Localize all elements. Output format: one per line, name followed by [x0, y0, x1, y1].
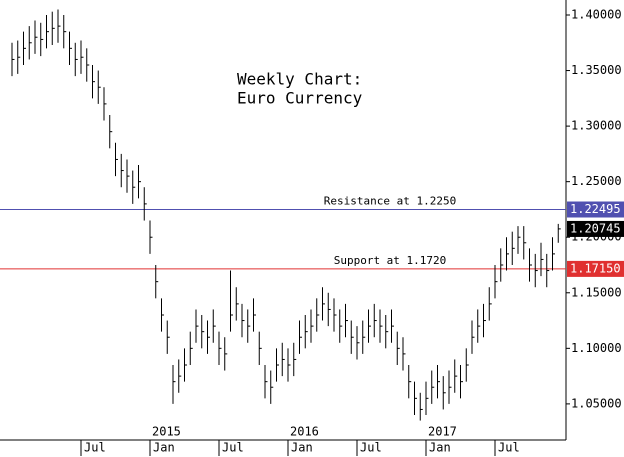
year-label: 2017 [428, 425, 457, 439]
x-tick-label: Jul [84, 441, 106, 455]
chart-title: Euro Currency [237, 89, 363, 108]
price-box [567, 201, 624, 218]
x-tick-label: Jul [360, 441, 382, 455]
year-label: 2016 [290, 425, 319, 439]
x-tick-label: Jan [153, 441, 175, 455]
x-tick-label: Jul [498, 441, 520, 455]
y-tick-label: 1.35000 [571, 63, 622, 77]
y-tick-label: 1.05000 [571, 396, 622, 410]
y-tick-label: 1.25000 [571, 174, 622, 188]
price-label: 1.20745 [570, 221, 621, 235]
price-box [567, 220, 624, 237]
price-box [567, 260, 624, 277]
y-tick-label: 1.10000 [571, 341, 622, 355]
y-tick-label: 1.40000 [571, 8, 622, 22]
year-label: 2015 [152, 425, 181, 439]
chart-title: Weekly Chart: [237, 70, 362, 89]
x-tick-label: Jan [291, 441, 313, 455]
x-tick-label: Jul [222, 441, 244, 455]
plot-area [0, 0, 566, 440]
x-tick-label: Jan [429, 441, 451, 455]
level-label: Support at 1.1720 [334, 254, 447, 267]
y-tick-label: 1.30000 [571, 119, 622, 133]
price-label: 1.22495 [570, 202, 621, 216]
level-label: Resistance at 1.2250 [324, 195, 456, 208]
y-tick-label: 1.15000 [571, 285, 622, 299]
price-label: 1.17150 [570, 261, 621, 275]
